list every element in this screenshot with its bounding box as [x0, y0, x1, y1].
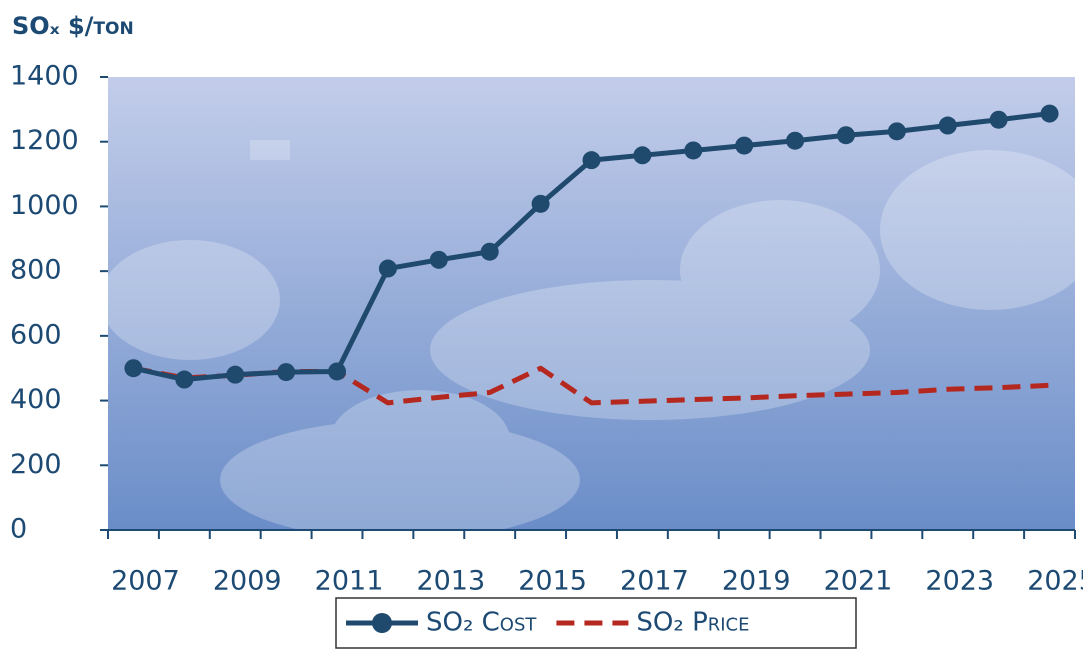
point [328, 362, 347, 381]
point [378, 259, 397, 278]
x-tick-label: 2019 [722, 566, 791, 597]
x-tick-label: 2009 [213, 566, 282, 597]
point [938, 116, 957, 135]
point [735, 136, 754, 155]
x-tick-label: 2007 [111, 566, 180, 597]
x-tick-label: 2023 [925, 566, 994, 597]
point [836, 126, 855, 145]
y-tick-label: 400 [10, 384, 62, 415]
x-tick-label: 2013 [416, 566, 485, 597]
legend-marker [372, 613, 392, 633]
point [887, 122, 906, 141]
y-tick-label: 600 [10, 319, 62, 350]
y-tick-label: 200 [10, 449, 62, 480]
point [989, 110, 1008, 129]
dollar-decor [250, 140, 290, 160]
point [429, 250, 448, 269]
legend-label: SO₂ Cost [426, 608, 537, 638]
point [175, 370, 194, 389]
y-tick-label: 800 [10, 255, 62, 286]
y-tick-label: 1000 [10, 190, 79, 221]
y-tick-label: 1200 [10, 125, 79, 156]
legend-label: SO₂ Price [636, 608, 749, 638]
clouds [100, 150, 1083, 540]
x-tick-label: 2015 [518, 566, 587, 597]
point [582, 151, 601, 170]
x-tick-label: 2021 [824, 566, 893, 597]
point [480, 242, 499, 261]
x-tick-label: 2011 [315, 566, 384, 597]
y-tick-label: 0 [10, 514, 27, 545]
point [1040, 104, 1059, 123]
point [633, 146, 652, 165]
chart-title: SOₓ $/ton [12, 12, 134, 40]
x-tick-label: 2017 [620, 566, 689, 597]
point [277, 363, 296, 382]
point [226, 365, 245, 384]
point [684, 141, 703, 160]
point [786, 131, 805, 150]
point [124, 359, 143, 378]
x-tick-label: 2025 [1027, 566, 1083, 597]
point [531, 194, 550, 213]
y-tick-label: 1400 [10, 61, 79, 92]
